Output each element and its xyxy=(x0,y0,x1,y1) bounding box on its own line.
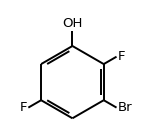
Text: F: F xyxy=(118,50,125,63)
Text: F: F xyxy=(19,101,27,114)
Text: Br: Br xyxy=(118,101,132,114)
Text: OH: OH xyxy=(62,17,83,30)
